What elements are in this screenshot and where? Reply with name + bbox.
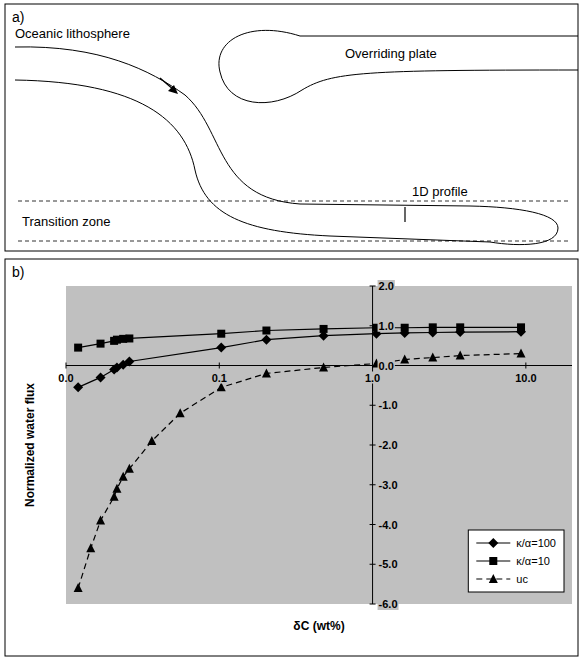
legend-box bbox=[468, 530, 564, 592]
y-tick bbox=[370, 484, 376, 485]
data-point bbox=[400, 355, 409, 364]
data-point bbox=[217, 330, 225, 338]
y-tick bbox=[370, 524, 376, 525]
legend-marker bbox=[489, 557, 497, 565]
series-line bbox=[78, 327, 521, 347]
data-point bbox=[97, 340, 105, 348]
data-point bbox=[517, 349, 526, 358]
legend-marker bbox=[489, 574, 498, 583]
label-patch bbox=[378, 320, 395, 332]
data-point bbox=[119, 472, 128, 481]
y-tick-label: 2.0 bbox=[379, 280, 394, 292]
label-patch bbox=[378, 519, 399, 531]
data-group bbox=[73, 323, 526, 592]
label-patch bbox=[378, 360, 395, 372]
data-point bbox=[320, 325, 328, 333]
panel-b-frame bbox=[5, 259, 578, 656]
data-point bbox=[96, 516, 105, 525]
label-patch bbox=[378, 280, 395, 292]
data-point bbox=[429, 323, 437, 331]
figure: a)Oceanic lithosphere Overriding plate Tra… bbox=[0, 0, 584, 661]
profile-marker bbox=[404, 207, 405, 222]
y-axis-title: Normalized water flux bbox=[23, 383, 37, 507]
data-point bbox=[74, 583, 83, 592]
legend-label: κ/α=10 bbox=[516, 555, 550, 567]
overriding-plate bbox=[219, 30, 578, 102]
data-point bbox=[261, 335, 271, 345]
x-tick bbox=[372, 363, 373, 369]
label-patch bbox=[378, 598, 399, 610]
diagram-label: 1D profile bbox=[412, 184, 468, 199]
data-point bbox=[217, 382, 226, 391]
panel-letter: b) bbox=[12, 264, 24, 280]
data-point bbox=[74, 344, 82, 352]
data-point bbox=[96, 372, 106, 382]
legend-label: κ/α=100 bbox=[516, 537, 556, 549]
x-tick bbox=[66, 363, 67, 369]
y-tick-label: -2.0 bbox=[379, 439, 398, 451]
x-tick bbox=[525, 363, 526, 369]
arrow-head bbox=[168, 85, 178, 94]
data-point bbox=[125, 464, 134, 473]
y-tick bbox=[370, 564, 376, 565]
y-tick-label: -6.0 bbox=[379, 598, 398, 610]
series-line bbox=[78, 332, 521, 388]
data-point bbox=[428, 353, 437, 362]
data-point bbox=[112, 484, 121, 493]
y-tick bbox=[370, 445, 376, 446]
data-point bbox=[86, 543, 95, 552]
label-patch bbox=[211, 372, 228, 384]
diagram-label: Oceanic lithosphere bbox=[15, 26, 130, 41]
y-tick bbox=[370, 405, 376, 406]
data-point bbox=[262, 327, 270, 335]
label-patch bbox=[514, 372, 537, 384]
data-point bbox=[456, 323, 464, 331]
y-tick bbox=[370, 325, 376, 326]
y-tick bbox=[370, 286, 376, 287]
y-tick-label: 0.0 bbox=[379, 360, 394, 372]
transition-zone-bottom bbox=[18, 241, 570, 242]
data-point bbox=[216, 343, 226, 353]
data-point bbox=[517, 323, 525, 331]
x-tick-label: 0.0 bbox=[58, 372, 73, 384]
data-point bbox=[401, 324, 409, 332]
data-point bbox=[73, 382, 83, 392]
diagram-label: Transition zone bbox=[22, 214, 110, 229]
y-tick-label: -4.0 bbox=[379, 519, 398, 531]
oceanic-slab bbox=[15, 47, 558, 245]
diagram-label: Overriding plate bbox=[345, 46, 437, 61]
label-patch bbox=[364, 372, 381, 384]
y-tick-label: 1.0 bbox=[379, 320, 394, 332]
x-axis-title: δC (wt%) bbox=[293, 619, 344, 633]
legend-marker bbox=[488, 538, 498, 548]
y-tick-label: -3.0 bbox=[379, 479, 398, 491]
data-point bbox=[110, 492, 119, 501]
data-point bbox=[147, 436, 156, 445]
y-tick-label: -1.0 bbox=[379, 399, 398, 411]
x-tick-label: 1.0 bbox=[365, 372, 380, 384]
x-tick bbox=[219, 363, 220, 369]
legend: κ/α=100 κ/α=10 uc bbox=[468, 530, 564, 592]
plot-area bbox=[66, 286, 572, 604]
y-tick-label: -5.0 bbox=[379, 558, 398, 570]
label-patch bbox=[378, 558, 399, 570]
panel-a-frame bbox=[5, 4, 578, 251]
data-point bbox=[319, 362, 328, 371]
x-axis bbox=[66, 365, 572, 366]
label-patch bbox=[378, 399, 399, 411]
legend-label: uc bbox=[516, 573, 528, 585]
data-point bbox=[456, 351, 465, 360]
data-point bbox=[125, 334, 133, 342]
x-tick-label: 0.1 bbox=[212, 372, 227, 384]
label-patch bbox=[378, 439, 399, 451]
data-point bbox=[176, 408, 185, 417]
label-patch bbox=[378, 479, 399, 491]
data-point bbox=[262, 368, 271, 377]
panel-letter: a) bbox=[12, 9, 24, 25]
transition-zone-top bbox=[18, 201, 570, 202]
series-line bbox=[78, 354, 521, 589]
x-tick-label: 10.0 bbox=[515, 372, 536, 384]
data-point bbox=[124, 357, 134, 367]
y-tick bbox=[370, 604, 376, 605]
